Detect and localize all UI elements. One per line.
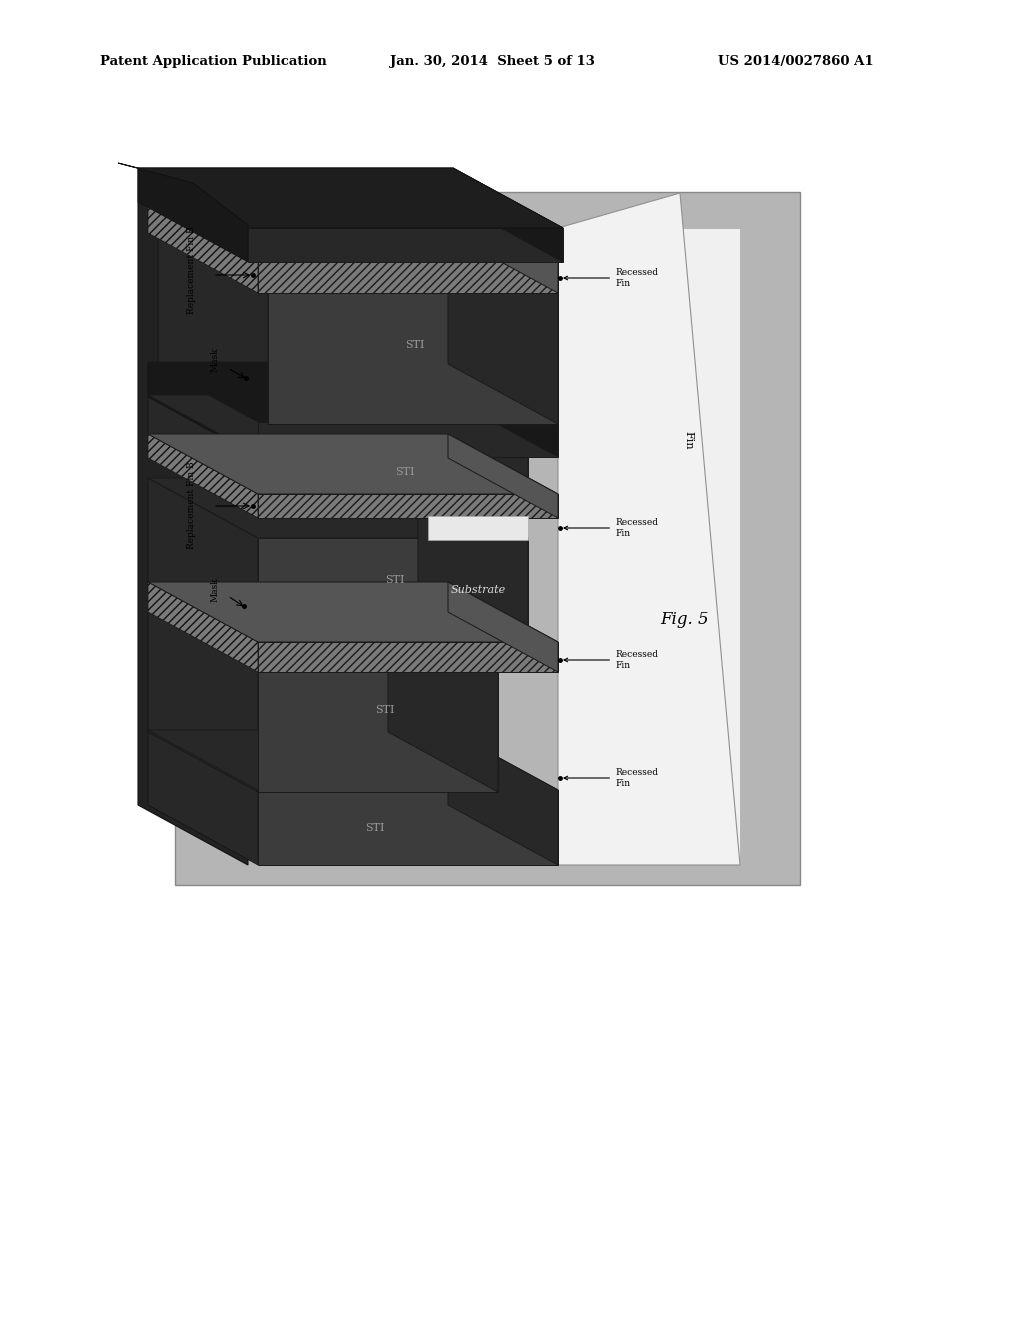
- Polygon shape: [558, 228, 740, 865]
- Polygon shape: [118, 162, 563, 228]
- Polygon shape: [428, 516, 528, 540]
- Text: Recessed
Fin: Recessed Fin: [564, 768, 658, 788]
- Polygon shape: [148, 582, 258, 672]
- Polygon shape: [148, 478, 528, 539]
- Polygon shape: [148, 434, 558, 494]
- Polygon shape: [148, 434, 258, 517]
- Text: STI: STI: [375, 705, 394, 715]
- Polygon shape: [148, 730, 258, 865]
- Polygon shape: [258, 422, 558, 457]
- Polygon shape: [148, 610, 498, 671]
- Polygon shape: [148, 582, 258, 672]
- Polygon shape: [558, 193, 740, 865]
- Text: STI: STI: [385, 576, 404, 585]
- Polygon shape: [449, 232, 558, 424]
- Polygon shape: [449, 582, 558, 672]
- Polygon shape: [449, 362, 558, 457]
- Text: Recessed
Fin: Recessed Fin: [564, 268, 658, 288]
- Text: STI: STI: [406, 341, 425, 350]
- Polygon shape: [148, 730, 558, 789]
- Text: Jan. 30, 2014  Sheet 5 of 13: Jan. 30, 2014 Sheet 5 of 13: [390, 55, 595, 69]
- Polygon shape: [158, 232, 268, 424]
- Polygon shape: [158, 232, 558, 292]
- Polygon shape: [148, 434, 258, 517]
- Polygon shape: [258, 789, 558, 865]
- Polygon shape: [148, 395, 528, 455]
- Polygon shape: [148, 395, 258, 496]
- Polygon shape: [268, 292, 558, 424]
- Text: Substrate: Substrate: [451, 585, 506, 595]
- Text: Mask: Mask: [211, 578, 219, 602]
- Polygon shape: [248, 228, 563, 261]
- Text: Fig. 5: Fig. 5: [660, 611, 709, 628]
- Polygon shape: [138, 168, 248, 261]
- Polygon shape: [258, 455, 528, 496]
- Polygon shape: [258, 494, 558, 517]
- Polygon shape: [258, 260, 558, 293]
- Polygon shape: [148, 201, 558, 260]
- Polygon shape: [449, 730, 558, 865]
- Polygon shape: [449, 201, 558, 293]
- Polygon shape: [148, 478, 258, 644]
- Polygon shape: [258, 671, 498, 792]
- Text: US 2014/0027860 A1: US 2014/0027860 A1: [718, 55, 873, 69]
- Text: STI: STI: [395, 467, 415, 477]
- Polygon shape: [388, 610, 498, 792]
- Polygon shape: [148, 582, 558, 642]
- Text: STI: STI: [366, 822, 385, 833]
- Polygon shape: [258, 642, 558, 672]
- Polygon shape: [148, 201, 258, 293]
- Text: Replacement Fin B: Replacement Fin B: [187, 461, 197, 549]
- Polygon shape: [175, 191, 800, 884]
- Polygon shape: [148, 362, 258, 457]
- Text: Fin: Fin: [683, 430, 693, 449]
- Text: Patent Application Publication: Patent Application Publication: [100, 55, 327, 69]
- Text: Recessed
Fin: Recessed Fin: [564, 519, 658, 537]
- Polygon shape: [449, 434, 558, 517]
- Polygon shape: [418, 395, 528, 496]
- Polygon shape: [453, 168, 563, 261]
- Text: Mask: Mask: [211, 347, 219, 372]
- Polygon shape: [138, 168, 563, 228]
- Polygon shape: [418, 478, 528, 644]
- Polygon shape: [148, 201, 258, 293]
- Text: Recessed
Fin: Recessed Fin: [564, 651, 658, 669]
- Polygon shape: [258, 539, 528, 644]
- Polygon shape: [138, 168, 248, 865]
- Text: Replacement Fin B: Replacement Fin B: [187, 226, 197, 314]
- Polygon shape: [148, 610, 258, 792]
- Polygon shape: [148, 362, 558, 422]
